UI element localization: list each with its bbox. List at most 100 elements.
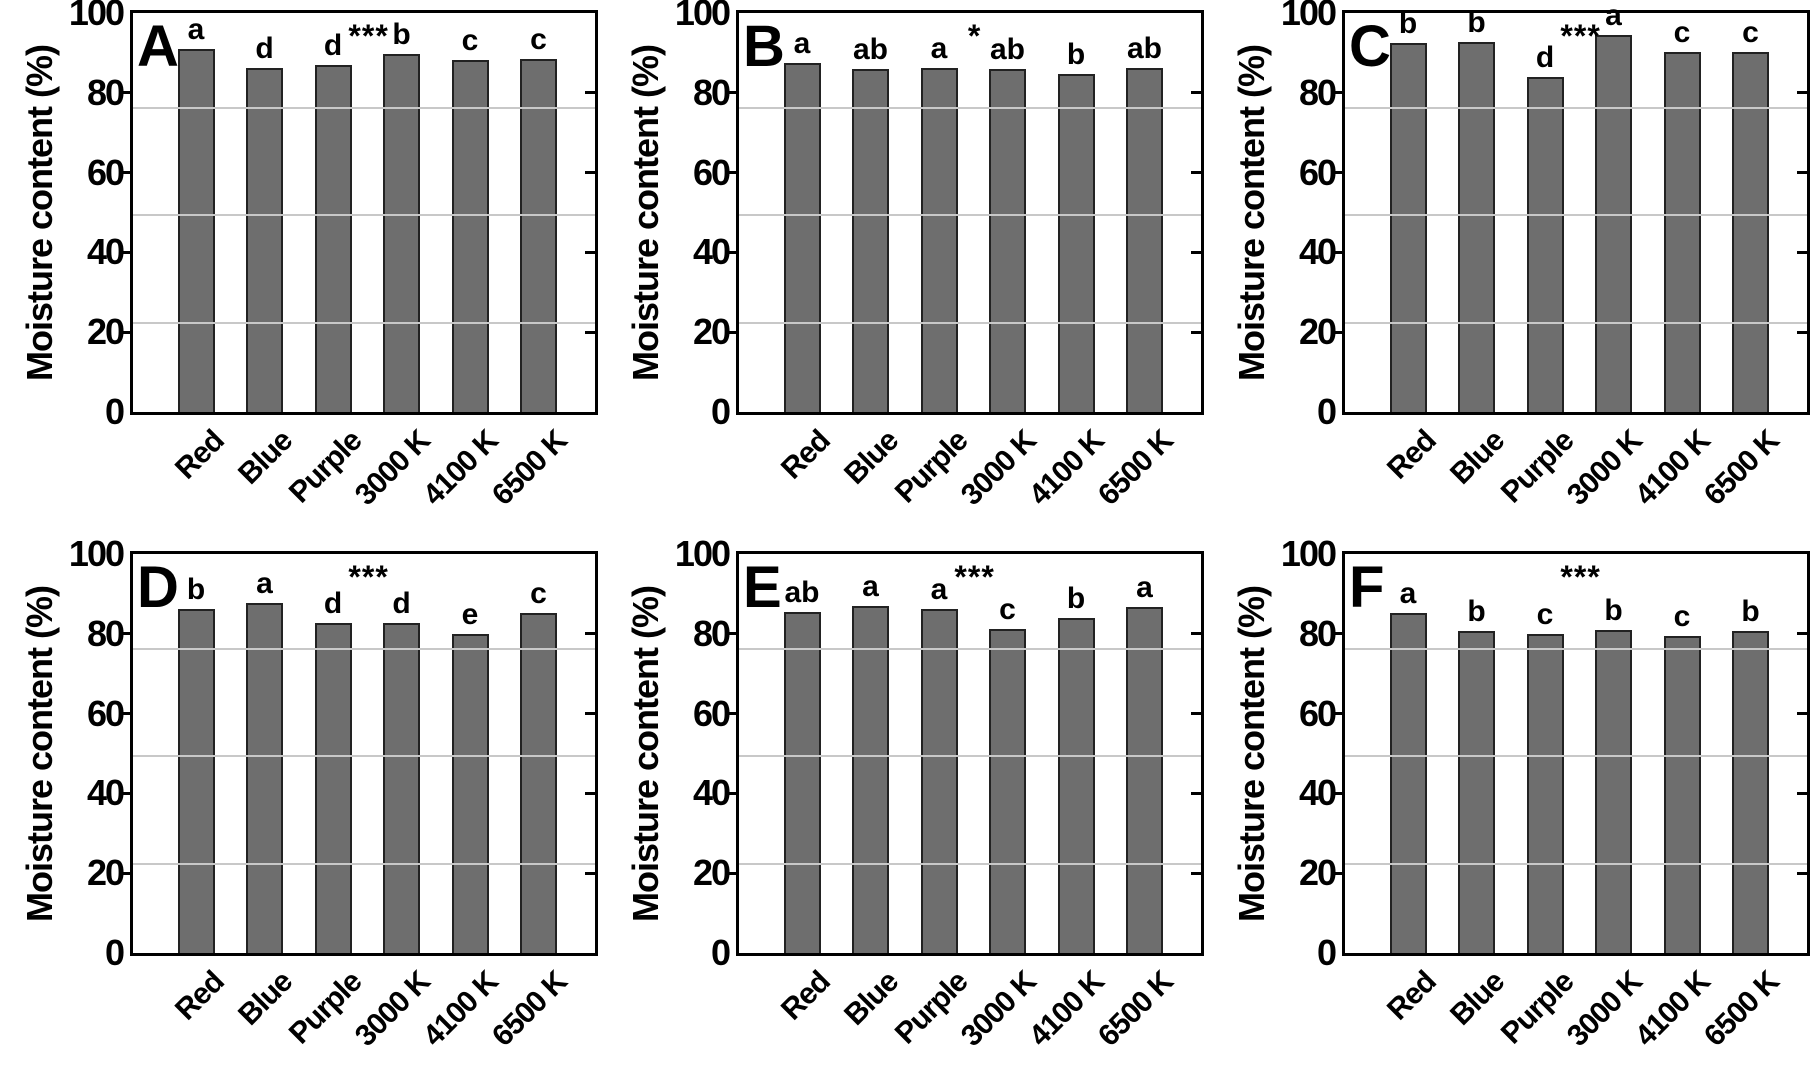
y-tick-label: 60: [1298, 151, 1337, 193]
bar-3000 K: [383, 53, 420, 412]
y-tick-label: 80: [692, 71, 731, 113]
y-tick-mark-left: [1333, 871, 1343, 875]
panel-C: Moisture content (%) 0 20 40 60 80 100 b Red b Blu…: [1212, 0, 1818, 541]
y-tick-label: 60: [86, 692, 125, 734]
gridline: [739, 214, 1201, 217]
y-tick-mark-right: [1797, 91, 1807, 95]
panel-A: Moisture content (%) 0 20 40 60 80 100 a Red d Blu…: [0, 0, 606, 541]
x-tick-label-Purple: Purple: [1494, 965, 1580, 1051]
y-tick-label: 0: [1316, 391, 1337, 432]
y-tick-mark-left: [1333, 712, 1343, 716]
bar-6500 K: [520, 59, 557, 412]
panel-letter: B: [743, 14, 785, 79]
bar-Red: [177, 48, 215, 412]
gridline: [1345, 755, 1807, 758]
bar-Purple: [314, 64, 352, 412]
significance-marker: ***: [348, 559, 389, 595]
y-tick-mark-right: [1191, 791, 1201, 795]
bar-significance-letter: b: [1604, 594, 1623, 628]
bar-significance-letter: b: [1398, 7, 1418, 41]
y-tick-mark-left: [727, 632, 737, 636]
y-tick-mark-right: [1191, 330, 1201, 334]
y-tick-mark-right: [585, 330, 595, 334]
bar-Blue: [246, 68, 283, 412]
bar-significance-letter: b: [186, 573, 206, 607]
bar-significance-letter: e: [461, 597, 479, 631]
y-tick-mark-right: [1191, 91, 1201, 95]
x-tick-label-3000 K: 3000 K: [1560, 965, 1649, 1053]
panel-D: Moisture content (%) 0 20 40 60 80 100 b Red a Blu…: [0, 534, 606, 1082]
bar-3000 K: [989, 628, 1026, 953]
significance-marker: ***: [1560, 559, 1601, 595]
y-tick-label: 60: [692, 692, 731, 734]
bar-significance-letter: d: [323, 28, 343, 62]
gridline: [133, 863, 595, 866]
bar-Purple: [920, 609, 958, 953]
bar-Red: [783, 63, 821, 412]
gridline: [739, 322, 1201, 325]
bar-Purple: [1526, 634, 1564, 953]
y-tick-mark-right: [1797, 632, 1807, 636]
y-tick-mark-right: [585, 632, 595, 636]
gridline: [133, 755, 595, 758]
y-tick-mark-left: [727, 330, 737, 334]
y-tick-mark-left: [727, 871, 737, 875]
gridline: [739, 863, 1201, 866]
gridline: [1345, 863, 1807, 866]
y-tick-mark-right: [585, 171, 595, 175]
bar-significance-letter: b: [1467, 5, 1486, 39]
bar-Blue: [246, 603, 283, 953]
y-tick-mark-left: [121, 91, 131, 95]
plot-area: [1342, 10, 1810, 415]
x-tick-label-Purple: Purple: [888, 965, 974, 1051]
y-tick-mark-left: [1333, 330, 1343, 334]
bar-significance-letter: b: [1741, 595, 1760, 628]
bar-significance-letter: ab: [784, 575, 820, 609]
x-tick-label-3000 K: 3000 K: [1560, 424, 1649, 512]
gridline: [133, 106, 595, 109]
y-tick-label: 80: [86, 71, 125, 113]
bar-3000 K: [989, 68, 1026, 412]
y-tick-label: 100: [68, 533, 125, 574]
x-tick-label-4100 K: 4100 K: [1023, 424, 1111, 512]
panel-letter: C: [1349, 14, 1391, 79]
bar-3000 K: [1595, 34, 1632, 412]
x-tick-label-Red: Red: [1381, 424, 1443, 486]
y-tick-mark-right: [1797, 791, 1807, 795]
y-tick-mark-right: [585, 871, 595, 875]
y-tick-mark-left: [727, 91, 737, 95]
y-tick-mark-left: [121, 330, 131, 334]
bar-significance-letter: c: [1742, 16, 1759, 50]
bar-significance-letter: a: [256, 567, 273, 601]
y-tick-label: 40: [86, 772, 125, 814]
x-tick-label-3000 K: 3000 K: [954, 965, 1043, 1053]
significance-marker: *: [967, 18, 982, 54]
x-tick-label-Red: Red: [169, 965, 231, 1027]
y-tick-mark-right: [1797, 712, 1807, 716]
panel-letter: A: [137, 14, 179, 79]
y-tick-label: 100: [1280, 0, 1337, 33]
x-tick-label-Purple: Purple: [282, 424, 368, 510]
x-tick-label-6500 K: 6500 K: [1697, 424, 1786, 512]
gridline: [1345, 106, 1807, 109]
bar-significance-letter: b: [1066, 581, 1086, 615]
x-tick-label-3000 K: 3000 K: [348, 424, 437, 512]
y-tick-label: 20: [692, 852, 731, 894]
bar-significance-letter: c: [1536, 598, 1554, 632]
x-tick-label-4100 K: 4100 K: [1629, 965, 1717, 1053]
gridline: [133, 214, 595, 217]
y-tick-mark-left: [727, 250, 737, 254]
bar-significance-letter: c: [1673, 600, 1691, 634]
bar-Blue: [852, 605, 889, 953]
bar-significance-letter: a: [1605, 0, 1622, 32]
y-tick-mark-left: [1333, 250, 1343, 254]
bar-significance-letter: c: [530, 577, 547, 611]
significance-marker: ***: [954, 559, 995, 595]
x-tick-label-3000 K: 3000 K: [954, 424, 1043, 512]
significance-marker: ***: [348, 18, 389, 54]
gridline: [739, 106, 1201, 109]
bar-6500 K: [520, 613, 557, 953]
bar-Purple: [1526, 77, 1564, 412]
y-tick-mark-right: [1191, 171, 1201, 175]
y-tick-label: 0: [104, 932, 125, 973]
